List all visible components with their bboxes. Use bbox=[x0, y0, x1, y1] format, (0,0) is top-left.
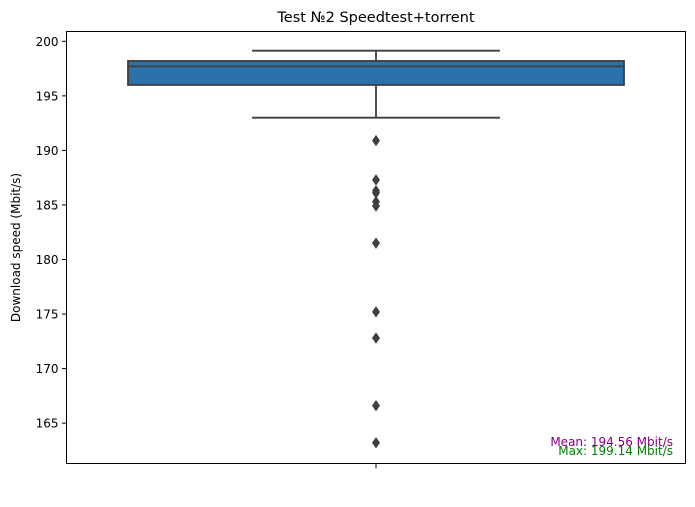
outlier-point bbox=[372, 306, 380, 318]
y-tick-label: 170 bbox=[36, 362, 59, 376]
y-tick-label: 195 bbox=[36, 89, 59, 103]
outlier-point bbox=[372, 237, 380, 249]
y-tick-label: 165 bbox=[36, 417, 59, 431]
y-axis: 165 170 175 180 185 190 195 200 bbox=[36, 35, 67, 431]
outlier-point bbox=[372, 332, 380, 344]
y-tick-label: 180 bbox=[36, 253, 59, 267]
outlier-point bbox=[372, 437, 380, 449]
max-annotation: Max: 199.14 Mbit/s bbox=[558, 444, 673, 458]
boxplot bbox=[127, 49, 625, 449]
y-axis-label: Download speed (Mbit/s) bbox=[9, 173, 23, 322]
y-tick-label: 185 bbox=[36, 198, 59, 212]
mean-annotation: Mean: 194.56 Mbit/s bbox=[550, 435, 673, 449]
plot-area-frame bbox=[66, 31, 686, 464]
outlier-point bbox=[372, 200, 380, 212]
y-tick-label: 175 bbox=[36, 308, 59, 322]
chart-title: Test №2 Speedtest+torrent bbox=[276, 10, 475, 26]
outlier-point bbox=[372, 174, 380, 186]
y-tick-label: 190 bbox=[36, 144, 59, 158]
outlier-point bbox=[372, 134, 380, 147]
outlier-point bbox=[372, 399, 380, 412]
iqr-box bbox=[127, 60, 625, 86]
y-tick-label: 200 bbox=[36, 35, 59, 49]
